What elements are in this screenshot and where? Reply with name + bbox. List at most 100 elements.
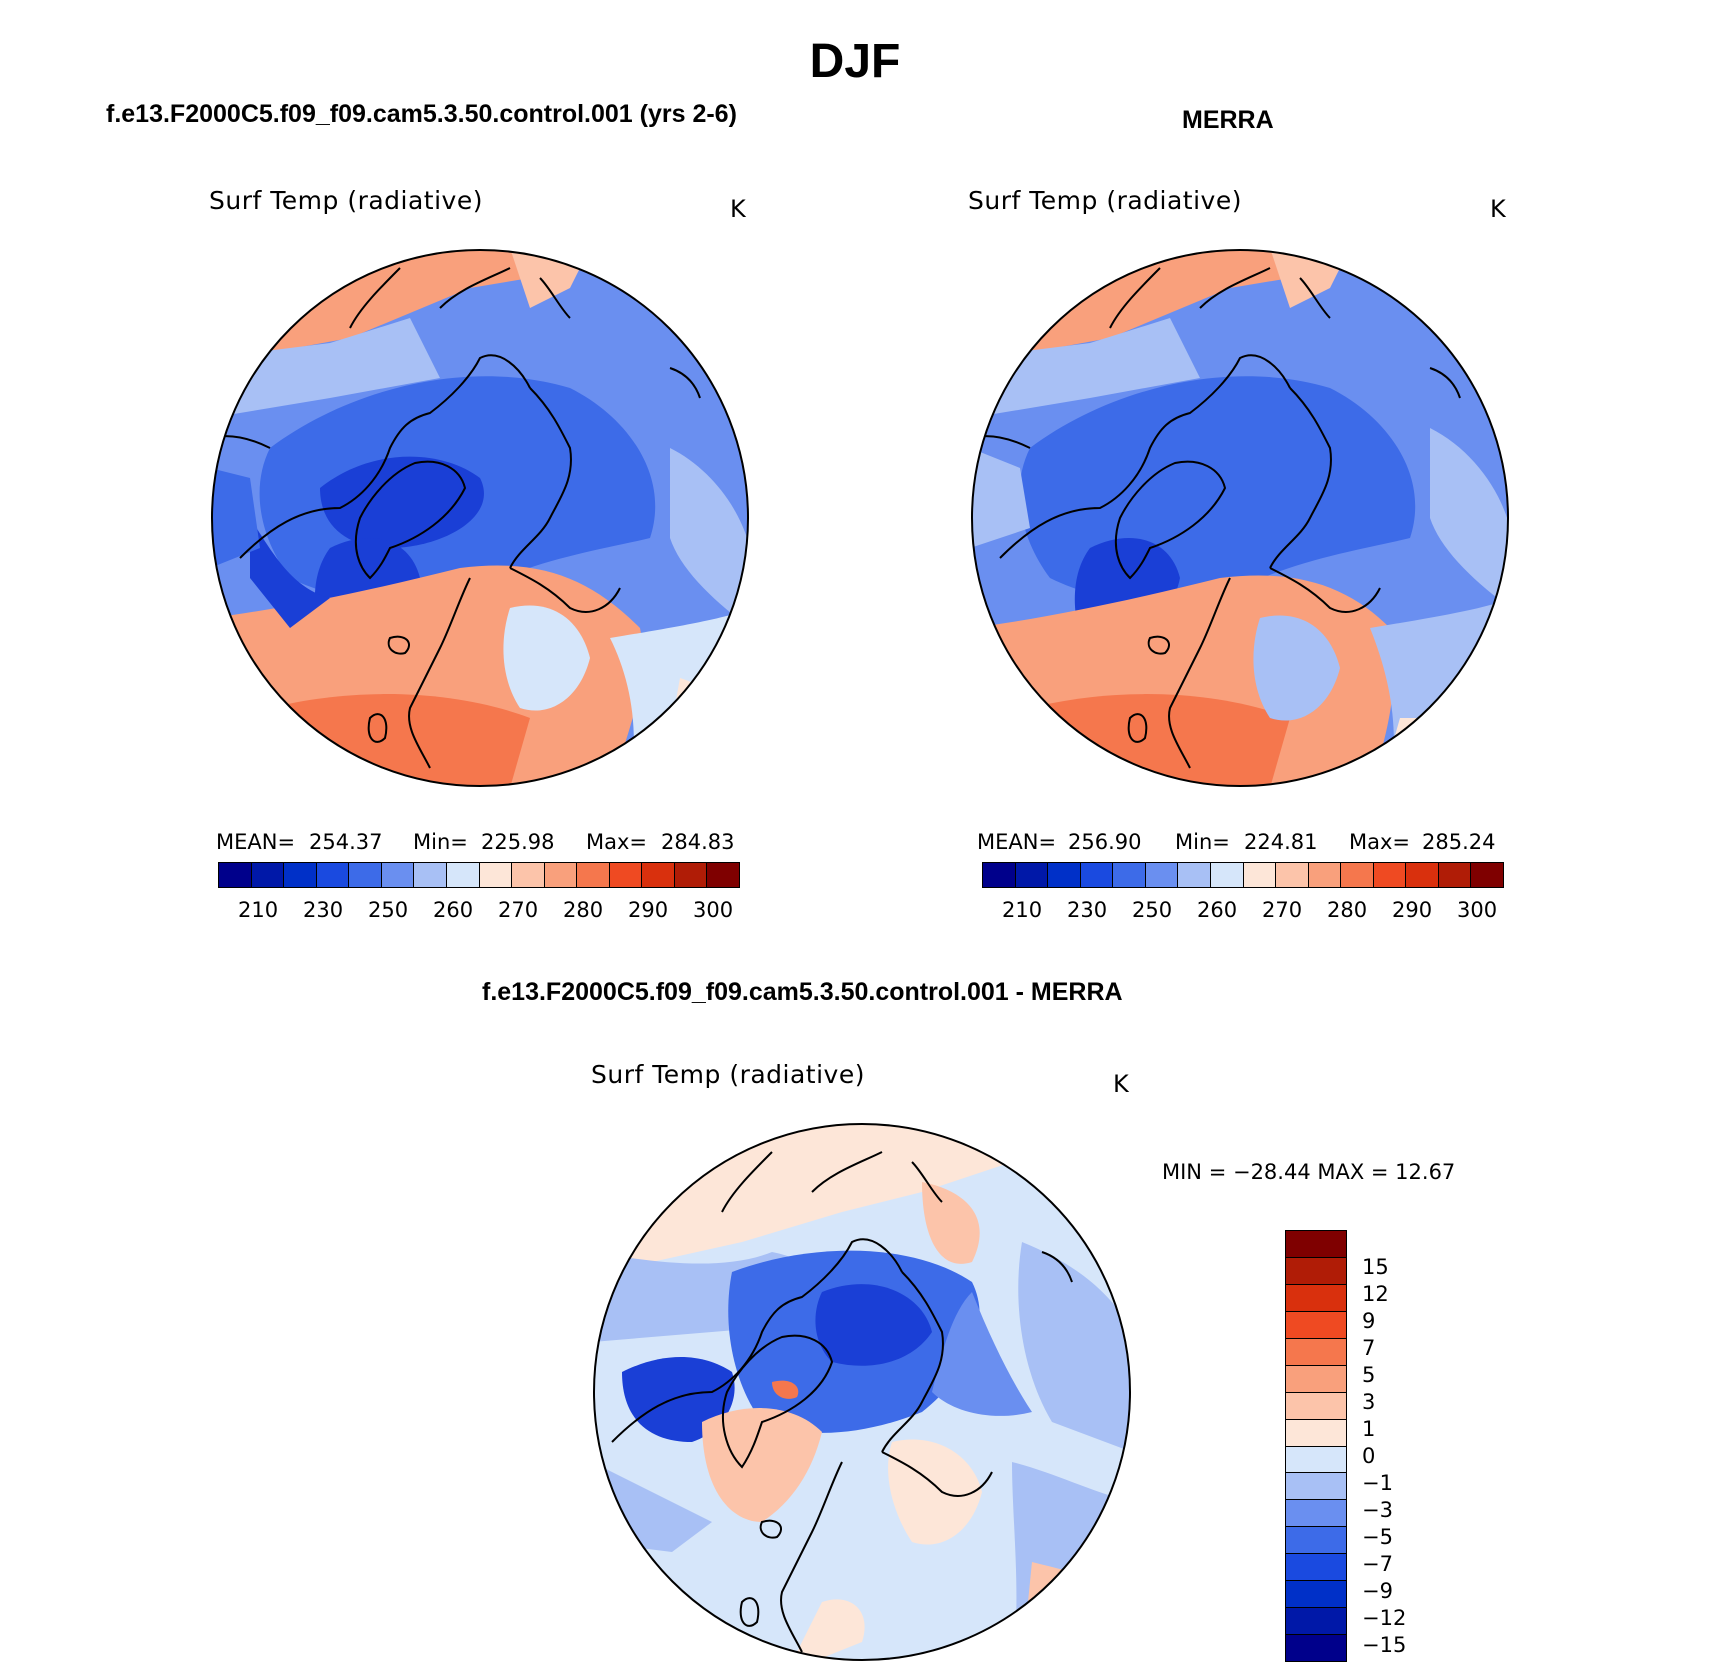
colorbar-swatch [1406, 863, 1439, 887]
colorbar-swatch [1341, 863, 1374, 887]
colorbar-tick-label: −12 [1362, 1606, 1407, 1630]
colorbar-tick-label: 7 [1362, 1336, 1376, 1360]
diff-variable-label: Surf Temp (radiative) [591, 1060, 865, 1089]
colorbar-swatch [642, 863, 675, 887]
colorbar-swatch [446, 863, 480, 887]
colorbar-tick-label: 15 [1362, 1255, 1389, 1279]
obs-min-label: Min= [1175, 830, 1230, 854]
model-mean-value: 254.37 [309, 830, 383, 854]
colorbar-tick-label: 1 [1362, 1417, 1376, 1441]
model-mean-label: MEAN= [216, 830, 296, 854]
colorbar-swatch [284, 863, 317, 887]
colorbar-swatch [414, 863, 447, 887]
colorbar-swatch [349, 863, 382, 887]
colorbar-swatch [1286, 1231, 1346, 1258]
colorbar-swatch [1286, 1338, 1346, 1366]
colorbar-swatch [1286, 1581, 1346, 1609]
colorbar-swatch [544, 863, 578, 887]
colorbar-swatch [1210, 863, 1244, 887]
colorbar-swatch [251, 863, 285, 887]
colorbar-tick-label: −5 [1362, 1525, 1393, 1549]
colorbar-swatch [512, 863, 545, 887]
colorbar-tick-label: 5 [1362, 1363, 1376, 1387]
colorbar-swatch [1286, 1311, 1346, 1339]
diff-case-title: f.e13.F2000C5.f09_f09.cam5.3.50.control.… [482, 978, 1123, 1006]
colorbar-tick-label: 300 [693, 898, 734, 922]
colorbar-swatch [1243, 863, 1277, 887]
model-polar-map [211, 249, 749, 787]
colorbar-swatch [1471, 863, 1503, 887]
model-max-value: 284.83 [661, 830, 735, 854]
colorbar-tick-label: 290 [1392, 898, 1433, 922]
colorbar-tick-label: 270 [1262, 898, 1303, 922]
colorbar-tick-label: 270 [498, 898, 539, 922]
colorbar-swatch [381, 863, 415, 887]
colorbar-swatch [1286, 1635, 1346, 1661]
colorbar-tick-label: 3 [1362, 1390, 1376, 1414]
colorbar-swatch [707, 863, 739, 887]
colorbar-tick-label: −15 [1362, 1633, 1407, 1657]
model-colorbar [218, 862, 740, 888]
diff-colorbar [1285, 1230, 1347, 1662]
diff-polar-map [593, 1123, 1131, 1661]
model-units-label: K [730, 195, 746, 223]
figure-title: DJF [809, 35, 901, 88]
obs-colorbar [982, 862, 1504, 888]
colorbar-swatch [1286, 1527, 1346, 1555]
colorbar-swatch [1286, 1257, 1346, 1285]
colorbar-tick-label: 280 [563, 898, 604, 922]
colorbar-swatch [1048, 863, 1081, 887]
colorbar-swatch [1113, 863, 1146, 887]
colorbar-swatch [1286, 1284, 1346, 1312]
colorbar-swatch [1178, 863, 1211, 887]
obs-min-value: 224.81 [1244, 830, 1318, 854]
colorbar-tick-label: 0 [1362, 1444, 1376, 1468]
colorbar-swatch [674, 863, 708, 887]
colorbar-swatch [1145, 863, 1179, 887]
colorbar-swatch [1373, 863, 1407, 887]
colorbar-swatch [1286, 1392, 1346, 1420]
diff-minmax-text: MIN = −28.44 MAX = 12.67 [1162, 1160, 1456, 1184]
colorbar-tick-label: 290 [628, 898, 669, 922]
diff-units-label: K [1113, 1070, 1129, 1098]
colorbar-tick-label: −3 [1362, 1498, 1393, 1522]
colorbar-swatch [1286, 1554, 1346, 1582]
colorbar-swatch [1286, 1473, 1346, 1501]
colorbar-tick-label: 12 [1362, 1282, 1389, 1306]
colorbar-swatch [1276, 863, 1309, 887]
colorbar-swatch [1286, 1419, 1346, 1447]
colorbar-swatch [577, 863, 610, 887]
obs-mean-label: MEAN= [977, 830, 1057, 854]
colorbar-swatch [1308, 863, 1342, 887]
obs-polar-map [971, 249, 1509, 787]
colorbar-tick-label: −9 [1362, 1579, 1393, 1603]
colorbar-swatch [1286, 1365, 1346, 1393]
colorbar-tick-label: 300 [1457, 898, 1498, 922]
colorbar-swatch [1286, 1500, 1346, 1528]
model-case-title: f.e13.F2000C5.f09_f09.cam5.3.50.control.… [106, 100, 737, 128]
colorbar-tick-label: −1 [1362, 1471, 1393, 1495]
colorbar-tick-label: 210 [238, 898, 279, 922]
colorbar-tick-label: 250 [1132, 898, 1173, 922]
colorbar-tick-label: 250 [368, 898, 409, 922]
model-variable-label: Surf Temp (radiative) [209, 186, 483, 215]
colorbar-swatch [609, 863, 643, 887]
obs-units-label: K [1490, 195, 1506, 223]
colorbar-swatch [479, 863, 513, 887]
obs-max-value: 285.24 [1422, 830, 1496, 854]
colorbar-swatch [1286, 1446, 1346, 1474]
colorbar-swatch [983, 863, 1016, 887]
colorbar-tick-label: 230 [303, 898, 344, 922]
colorbar-tick-label: 9 [1362, 1309, 1376, 1333]
model-min-label: Min= [413, 830, 468, 854]
colorbar-swatch [1286, 1608, 1346, 1636]
colorbar-swatch [1080, 863, 1114, 887]
colorbar-tick-label: 230 [1067, 898, 1108, 922]
colorbar-tick-label: 210 [1002, 898, 1043, 922]
colorbar-swatch [1438, 863, 1472, 887]
obs-mean-value: 256.90 [1068, 830, 1142, 854]
colorbar-tick-label: −7 [1362, 1552, 1393, 1576]
obs-variable-label: Surf Temp (radiative) [968, 186, 1242, 215]
obs-max-label: Max= [1349, 830, 1411, 854]
colorbar-tick-label: 260 [1197, 898, 1238, 922]
